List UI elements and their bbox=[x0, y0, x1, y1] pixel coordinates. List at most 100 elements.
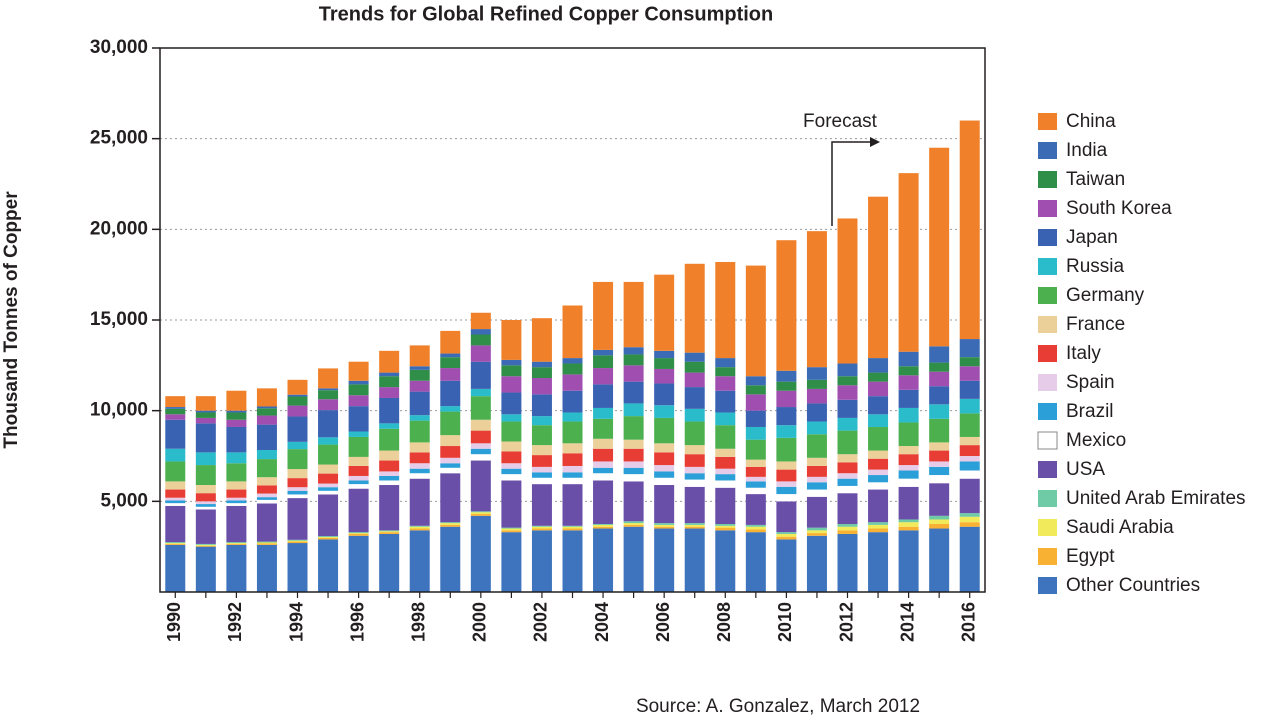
bar-segment bbox=[348, 533, 369, 534]
bar-segment bbox=[684, 263, 705, 353]
bar-segment bbox=[348, 535, 369, 592]
bar-segment bbox=[745, 487, 766, 495]
bar-segment bbox=[776, 390, 797, 408]
bar-segment bbox=[562, 530, 583, 592]
bar-segment bbox=[623, 481, 644, 522]
bar-segment bbox=[501, 414, 522, 422]
bar-segment bbox=[837, 530, 858, 534]
bar-segment bbox=[226, 505, 247, 543]
bar-segment bbox=[470, 334, 491, 346]
bar-segment bbox=[348, 406, 369, 432]
bar-segment bbox=[562, 465, 583, 473]
bar-segment bbox=[929, 524, 950, 529]
bar-segment bbox=[593, 349, 614, 356]
bar-segment bbox=[898, 478, 919, 487]
bar-segment bbox=[715, 261, 736, 359]
legend-swatch bbox=[1038, 287, 1057, 304]
bar-segment bbox=[501, 376, 522, 393]
bar-segment bbox=[379, 450, 400, 461]
bar-segment bbox=[868, 381, 889, 397]
bar-segment bbox=[806, 489, 827, 497]
bar-segment bbox=[195, 423, 216, 453]
bar-segment bbox=[593, 355, 614, 369]
bar-segment bbox=[256, 497, 277, 500]
bar-segment bbox=[470, 514, 491, 516]
bar-segment bbox=[379, 423, 400, 429]
bar-segment bbox=[593, 384, 614, 408]
legend-swatch bbox=[1038, 461, 1057, 478]
bar-segment bbox=[868, 358, 889, 373]
bar-segment bbox=[440, 524, 461, 527]
bar-segment bbox=[195, 493, 216, 502]
bar-segment bbox=[256, 459, 277, 478]
bar-segment bbox=[806, 421, 827, 435]
bar-segment bbox=[776, 536, 797, 540]
bar-segment bbox=[929, 386, 950, 405]
bar-segment bbox=[379, 480, 400, 486]
bar-segment bbox=[654, 471, 675, 478]
bar-segment bbox=[409, 415, 430, 421]
bar-segment bbox=[531, 394, 552, 417]
bar-segment bbox=[806, 476, 827, 483]
bar-segment bbox=[715, 480, 736, 488]
x-tick-label: 1996 bbox=[347, 602, 367, 642]
bar-segment bbox=[898, 422, 919, 447]
bar-segment bbox=[929, 450, 950, 462]
bar-segment bbox=[318, 490, 339, 495]
bar-segment bbox=[898, 522, 919, 527]
bar-segment bbox=[379, 372, 400, 377]
bar-segment bbox=[287, 416, 308, 442]
bar-segment bbox=[593, 438, 614, 449]
bar-segment bbox=[684, 523, 705, 525]
bar-segment bbox=[318, 494, 339, 537]
bar-segment bbox=[684, 408, 705, 422]
bar-segment bbox=[501, 532, 522, 592]
annotation: Forecast bbox=[803, 111, 878, 132]
bar-segment bbox=[837, 363, 858, 377]
bar-segment bbox=[562, 443, 583, 454]
bar-segment bbox=[440, 353, 461, 358]
bar-segment bbox=[195, 412, 216, 418]
bar-segment bbox=[195, 465, 216, 486]
bar-segment bbox=[165, 396, 186, 408]
bar-segment bbox=[165, 414, 186, 420]
legend-swatch bbox=[1038, 171, 1057, 188]
bar-segment bbox=[379, 531, 400, 533]
bar-segment bbox=[287, 478, 308, 488]
bar-segment bbox=[165, 503, 186, 506]
bar-segment bbox=[226, 489, 247, 498]
bar-segment bbox=[165, 500, 186, 504]
bar-segment bbox=[593, 368, 614, 385]
bar-segment bbox=[898, 366, 919, 376]
bar-segment bbox=[165, 407, 186, 409]
bar-segment bbox=[562, 453, 583, 466]
bar-segment bbox=[715, 468, 736, 475]
x-tick-label: 2004 bbox=[592, 602, 612, 642]
bar-segment bbox=[623, 524, 644, 527]
bar-segment bbox=[959, 445, 980, 456]
bar-segment bbox=[379, 532, 400, 534]
bar-segment bbox=[898, 454, 919, 466]
bar-segment bbox=[195, 546, 216, 592]
bar-segment bbox=[623, 416, 644, 440]
bar-segment bbox=[287, 541, 308, 544]
bar-segment bbox=[165, 448, 186, 462]
bar-segment bbox=[256, 503, 277, 542]
bar-segment bbox=[470, 454, 491, 461]
legend-swatch bbox=[1038, 374, 1057, 391]
bar-segment bbox=[287, 405, 308, 417]
bar-segment bbox=[959, 516, 980, 523]
bar-segment bbox=[745, 524, 766, 527]
bar-segment bbox=[929, 475, 950, 484]
bar-segment bbox=[226, 544, 247, 592]
bar-segment bbox=[837, 462, 858, 474]
bar-segment bbox=[593, 281, 614, 350]
bar-segment bbox=[593, 473, 614, 481]
bar-segment bbox=[501, 359, 522, 366]
bar-segment bbox=[226, 497, 247, 501]
bar-segment bbox=[348, 488, 369, 533]
annotation-arrow bbox=[831, 141, 872, 226]
legend-swatch bbox=[1038, 142, 1057, 159]
bar-segment bbox=[348, 465, 369, 476]
bar-segment bbox=[226, 419, 247, 427]
